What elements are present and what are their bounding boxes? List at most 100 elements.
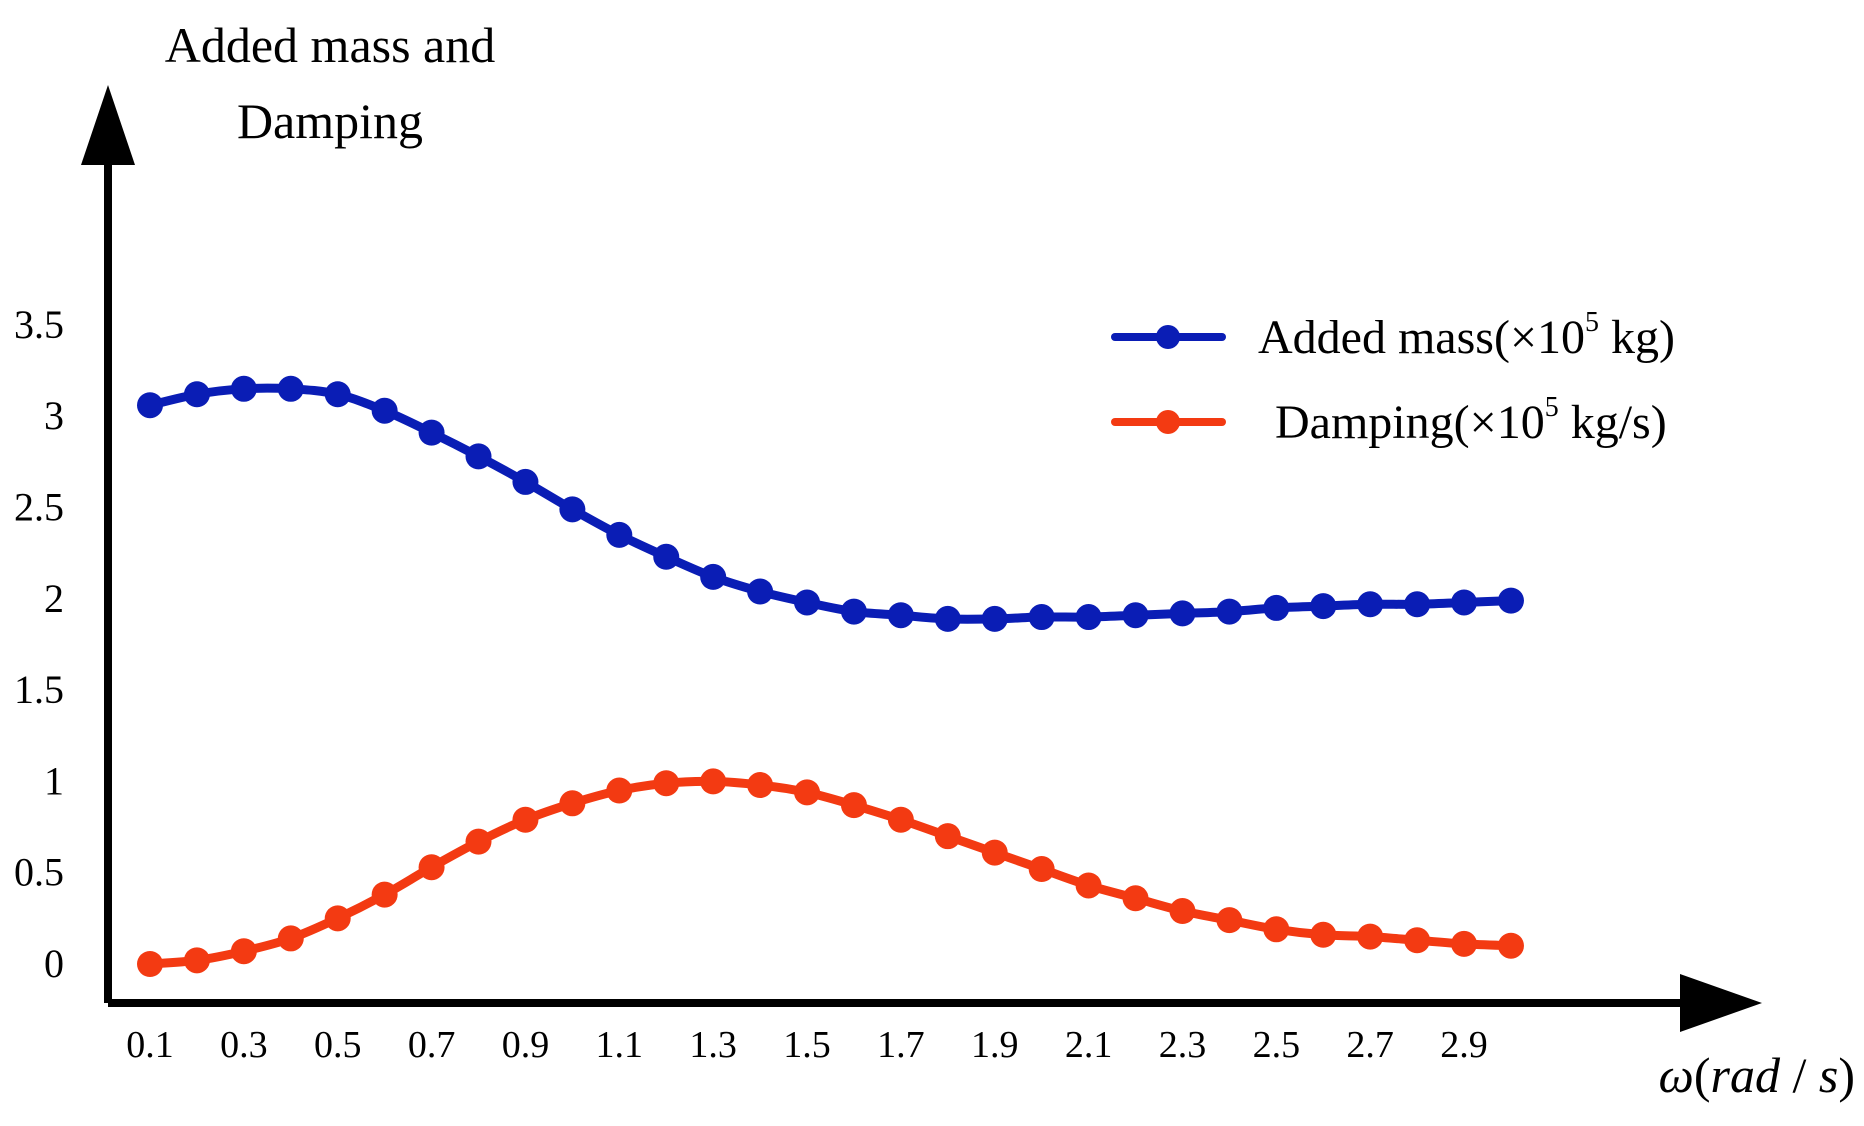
y-axis-title-line2: Damping <box>237 93 423 149</box>
point-added-mass <box>1497 587 1524 614</box>
point-damping <box>1263 916 1290 943</box>
x-tick-label: 1.5 <box>783 1024 831 1066</box>
point-damping <box>981 839 1008 866</box>
point-damping <box>653 770 680 797</box>
y-tick-label: 0 <box>44 941 64 986</box>
point-damping <box>1357 923 1384 950</box>
point-added-mass <box>981 605 1008 632</box>
legend-exponent: 5 <box>1585 307 1599 338</box>
line-damping <box>145 776 1516 969</box>
point-damping <box>606 777 633 804</box>
point-added-mass <box>183 381 210 408</box>
y-axis-arrow <box>81 85 135 165</box>
point-added-mass <box>1310 593 1337 620</box>
point-added-mass <box>371 397 398 424</box>
point-added-mass <box>512 468 539 495</box>
point-added-mass <box>1075 604 1102 631</box>
point-added-mass <box>1451 589 1478 616</box>
point-added-mass <box>418 419 445 446</box>
point-damping <box>794 779 821 806</box>
point-added-mass <box>747 578 774 605</box>
legend-label: Damping(×105 kg/s) <box>1275 392 1667 449</box>
point-damping <box>1216 907 1243 934</box>
point-damping <box>371 881 398 908</box>
point-damping <box>512 806 539 833</box>
x-tick-label: 0.9 <box>502 1024 550 1066</box>
legend-suffix: kg/s) <box>1559 396 1667 449</box>
y-tick-label: 3.5 <box>14 302 64 347</box>
point-damping <box>137 951 163 977</box>
point-damping <box>465 828 492 855</box>
axes <box>81 85 1762 1032</box>
legend-item-added-mass: Added mass(×105 kg) <box>1111 307 1675 364</box>
x-axis-unit-open: ( <box>1694 1047 1711 1103</box>
x-tick-label: 2.3 <box>1159 1024 1207 1066</box>
point-damping <box>887 806 914 833</box>
point-added-mass <box>1404 591 1431 618</box>
series-damping <box>137 768 1524 977</box>
point-damping <box>277 925 304 952</box>
legend-prefix: Damping(×10 <box>1275 396 1545 449</box>
point-added-mass <box>230 375 257 402</box>
point-added-mass <box>794 589 821 616</box>
point-damping <box>183 947 210 974</box>
y-axis-title-line1: Added mass and <box>165 17 496 73</box>
point-added-mass <box>1263 594 1290 621</box>
axis-titles: Added mass and Damping ω(rad / s) <box>165 17 1855 1103</box>
x-axis-symbol: ω <box>1659 1047 1694 1103</box>
y-tick-label: 2.5 <box>14 485 64 530</box>
point-damping <box>1122 885 1149 912</box>
x-tick-label: 2.1 <box>1065 1024 1113 1066</box>
x-axis-title: ω(rad / s) <box>1659 1047 1855 1103</box>
y-tick-label: 1.5 <box>14 667 64 712</box>
x-tick-label: 0.7 <box>408 1024 456 1066</box>
point-damping <box>1451 930 1478 957</box>
tick-labels: 0.1 0.3 0.5 0.7 0.9 1.1 1.3 1.5 1.7 1.9 2.1 2.3 2.5 2… <box>14 302 1488 1066</box>
x-axis-unit-s: s <box>1819 1047 1838 1103</box>
point-added-mass <box>606 521 633 548</box>
legend-item-damping: Damping(×105 kg/s) <box>1111 392 1667 449</box>
x-axis-unit-close: ) <box>1838 1047 1855 1103</box>
point-added-mass <box>1028 604 1055 631</box>
point-damping <box>559 790 586 817</box>
point-added-mass <box>1216 598 1243 625</box>
y-tick-label: 2 <box>44 576 64 621</box>
y-tick-label: 3 <box>44 393 64 438</box>
point-damping <box>840 792 867 819</box>
legend-prefix: Added mass(×10 <box>1258 311 1585 364</box>
x-axis-arrow <box>1680 974 1762 1032</box>
point-damping <box>418 854 445 881</box>
x-tick-label: 1.1 <box>596 1024 644 1066</box>
legend: Added mass(×105 kg)Damping(×105 kg/s) <box>1111 307 1675 449</box>
x-axis-unit-rad: rad <box>1711 1047 1781 1103</box>
point-damping <box>1404 927 1431 954</box>
legend-swatch-marker <box>1156 410 1180 434</box>
x-tick-label: 2.9 <box>1440 1024 1488 1066</box>
x-axis-unit-sep: / <box>1780 1047 1819 1103</box>
x-tick-label: 0.1 <box>126 1024 174 1066</box>
point-added-mass <box>559 496 586 523</box>
point-damping <box>230 938 257 965</box>
series-added-mass <box>137 375 1524 632</box>
x-tick-label: 2.7 <box>1346 1024 1394 1066</box>
point-added-mass <box>1357 591 1384 618</box>
point-damping <box>934 823 961 850</box>
point-damping <box>1497 932 1524 959</box>
series-layer <box>137 375 1524 977</box>
legend-suffix: kg) <box>1599 311 1675 364</box>
point-damping <box>700 768 727 795</box>
x-tick-label: 1.9 <box>971 1024 1019 1066</box>
point-added-mass <box>277 375 304 402</box>
x-tick-label: 1.7 <box>877 1024 925 1066</box>
y-tick-label: 1 <box>44 758 64 803</box>
legend-exponent: 5 <box>1545 392 1559 423</box>
point-added-mass <box>324 381 351 408</box>
point-damping <box>1310 921 1337 948</box>
point-damping <box>747 772 774 799</box>
x-tick-label: 0.5 <box>314 1024 362 1066</box>
point-damping <box>1028 856 1055 883</box>
y-tick-label: 0.5 <box>14 850 64 895</box>
point-added-mass <box>653 543 680 570</box>
x-tick-label: 2.5 <box>1253 1024 1301 1066</box>
